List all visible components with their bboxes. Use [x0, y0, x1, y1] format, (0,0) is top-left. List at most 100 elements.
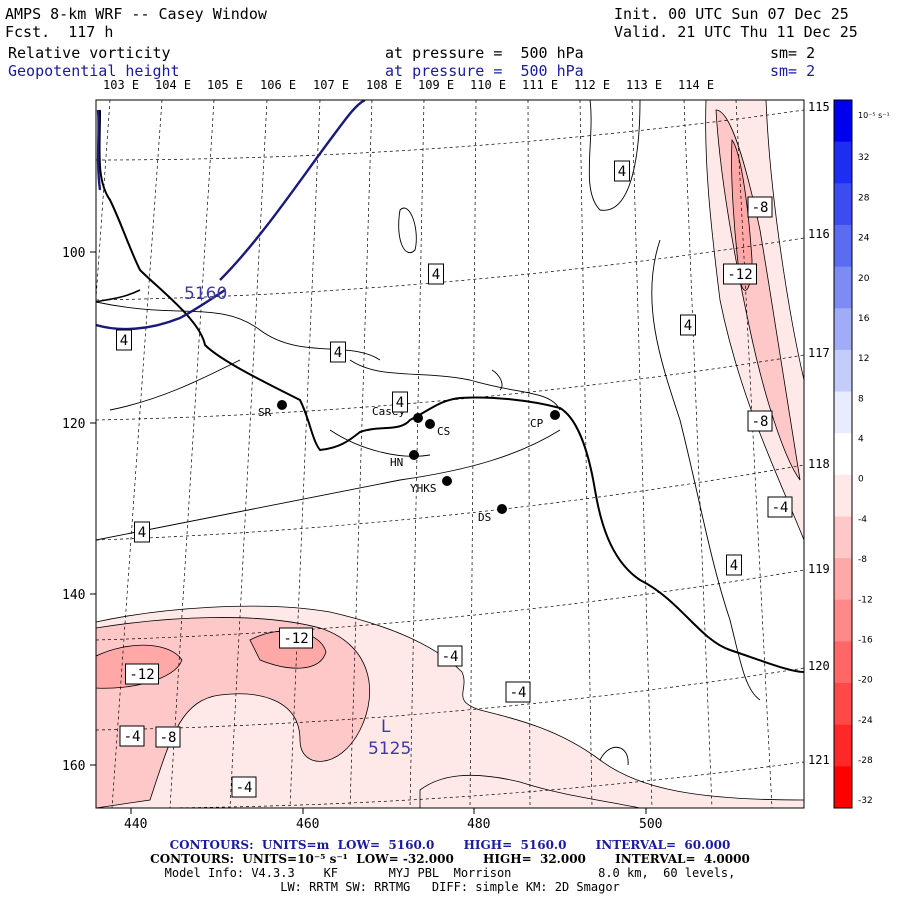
contour-label-box — [392, 391, 408, 413]
field2-level: at pressure = 500 hPa — [385, 62, 584, 80]
height-label-5160: 5160 — [184, 284, 227, 304]
colorbar-swatch — [834, 308, 852, 351]
contour-label: 4 — [138, 525, 146, 541]
lon-label: 109 E — [418, 78, 454, 92]
contour-pos4-center — [349, 359, 561, 411]
tick-marks — [90, 251, 647, 814]
contour-label: -4 — [236, 780, 253, 796]
init-time: Init. 00 UTC Sun 07 Dec 25 — [614, 5, 849, 23]
lon-label: 104 E — [155, 78, 191, 92]
y-tick: 160 — [62, 759, 85, 774]
contour-label: -4 — [772, 500, 789, 516]
height-contour-5160 — [219, 100, 366, 281]
colorbar-swatch — [834, 349, 852, 393]
x-tick: 500 — [639, 817, 662, 832]
contour-label-box — [428, 263, 444, 285]
colorbar-label: -16 — [858, 635, 873, 645]
station-marker[interactable] — [497, 504, 507, 514]
colorbar: 32 28 24 20 16 12 8 4 0 -4 -8 -12 -16 -20 -24 -28 -32 — [833, 99, 873, 809]
y-tick: 100 — [62, 246, 85, 261]
colorbar-swatch — [834, 683, 852, 726]
contour-pos4-north — [588, 100, 641, 211]
contour-label-box — [330, 341, 346, 363]
coastline — [98, 109, 804, 673]
colorbar-swatch — [834, 641, 852, 684]
contour-label: 4 — [120, 333, 128, 349]
colorbar-swatch — [834, 433, 852, 476]
contour-pos4-east — [651, 239, 761, 701]
contour-label-box — [279, 627, 313, 649]
station-marker[interactable] — [277, 400, 287, 410]
contour-label-box — [437, 645, 463, 667]
y-tick: 120 — [62, 417, 85, 432]
colorbar-label: -8 — [858, 555, 867, 565]
footer-height-contours: CONTOURS: UNITS=m LOW= 5160.0 HIGH= 5160… — [169, 838, 731, 852]
lon-label: 103 E — [103, 78, 139, 92]
contour-label: 4 — [684, 318, 692, 334]
station-marker[interactable] — [413, 413, 423, 423]
contour-label-box — [134, 521, 150, 543]
colorbar-swatch — [834, 474, 852, 517]
colorbar-swatch — [834, 599, 852, 642]
lon-label: 105 E — [207, 78, 243, 92]
station-marker[interactable] — [550, 410, 560, 420]
station-marker[interactable] — [442, 476, 452, 486]
colorbar-label: 32 — [858, 153, 869, 163]
contour-label-box — [726, 554, 742, 576]
contour-label: -8 — [752, 414, 769, 430]
contour-label-box — [680, 314, 696, 336]
footer-vorticity-contours: CONTOURS: UNITS=10⁻⁵ s⁻¹ LOW= -32.000 HI… — [150, 852, 750, 866]
height-label-5125: 5125 — [368, 739, 411, 759]
field1-smoothing: sm= 2 — [770, 44, 816, 62]
colorbar-label: -4 — [858, 515, 867, 525]
contour-label: -4 — [510, 685, 527, 701]
colorbar-label: 4 — [858, 435, 864, 445]
top-lon-labels: 103 E 104 E 105 E 106 E 107 E 108 E 109 … — [103, 78, 714, 92]
colorbar-swatch — [834, 183, 852, 226]
forecast-hour: Fcst. 117 h — [5, 23, 114, 41]
contour-label: -12 — [129, 667, 154, 683]
contour-label-box — [116, 329, 132, 351]
contour-label-box — [747, 410, 773, 432]
colorbar-swatch — [834, 100, 852, 143]
colorbar-label: -24 — [858, 716, 873, 726]
contour-neg4-small — [599, 747, 629, 766]
contour-label-box — [723, 263, 757, 285]
axis-ticks: 440 460 480 500 100 120 140 160 — [62, 246, 662, 832]
colorbar-label: -32 — [858, 796, 873, 806]
colorbar-swatch — [834, 391, 852, 434]
contour-label-box — [614, 160, 630, 182]
colorbar-frame — [833, 99, 853, 809]
colorbar-label: -20 — [858, 676, 873, 686]
field2-name: Geopotential height — [8, 62, 180, 80]
colorbar-swatch — [834, 516, 852, 559]
colorbar-label: 8 — [858, 394, 864, 404]
contour-label: 4 — [618, 164, 626, 180]
colorbar-swatch — [834, 224, 852, 268]
station-label: HN — [390, 456, 403, 469]
colorbar-swatch — [834, 766, 852, 809]
coast-inlet — [96, 289, 141, 303]
station-label: SR — [258, 406, 272, 419]
contour-label: -12 — [727, 267, 752, 283]
x-tick: 440 — [124, 817, 147, 832]
plot-frame — [95, 99, 805, 809]
contour-label: 4 — [334, 345, 342, 361]
lon-label: 112 E — [574, 78, 610, 92]
lon-label: 114 E — [678, 78, 714, 92]
colorbar-units: 10⁻⁵ s⁻¹ — [858, 111, 890, 120]
height-contour-west-edge — [96, 109, 102, 191]
station-marker[interactable] — [425, 419, 435, 429]
stations: SR Casey CS HN YHKS DS CP — [258, 400, 560, 524]
colorbar-label: -28 — [858, 756, 873, 766]
colorbar-swatch — [834, 724, 852, 767]
x-tick: 460 — [296, 817, 319, 832]
contour-label: -12 — [283, 631, 308, 647]
contour-label: -4 — [124, 729, 141, 745]
station-marker[interactable] — [409, 450, 419, 460]
contour-small-loop — [491, 369, 503, 391]
contour-label-box — [155, 726, 181, 748]
footer-physics-info: LW: RRTM SW: RRTMG DIFF: simple KM: 2D S… — [280, 880, 620, 894]
contour-label-box — [747, 196, 773, 218]
field1-name: Relative vorticity — [8, 44, 171, 62]
